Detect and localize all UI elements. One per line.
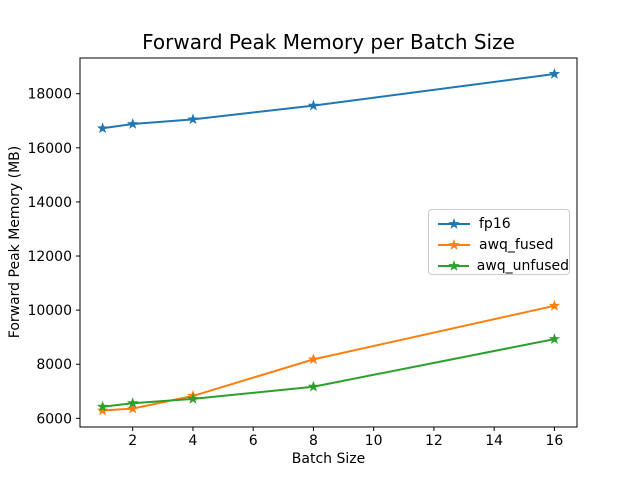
legend-star-fp16 — [448, 217, 460, 229]
legend: fp16 awq_fused awq_unfused — [428, 209, 570, 275]
x-tick-label: 10 — [365, 433, 383, 449]
x-tick-label: 12 — [425, 433, 443, 449]
legend-label: awq_fused — [479, 236, 554, 253]
x-tick-label: 16 — [545, 433, 563, 449]
series-marker-awq_fused — [127, 402, 139, 414]
series-marker-fp16 — [127, 118, 139, 129]
series-marker-awq_unfused — [548, 333, 561, 344]
series-marker-fp16 — [307, 99, 320, 111]
series-marker-awq_unfused — [187, 392, 199, 404]
x-tick-label: 4 — [188, 433, 197, 449]
legend-star-awq_unfused — [448, 259, 460, 271]
y-tick-label: 6000 — [36, 411, 72, 427]
x-tick-label: 8 — [309, 433, 318, 449]
series-marker-fp16 — [187, 113, 199, 125]
x-tick-label: 6 — [249, 433, 258, 449]
legend-label: awq_unfused — [476, 257, 569, 274]
series-marker-fp16 — [548, 68, 561, 79]
legend-label: fp16 — [479, 215, 511, 232]
axes-frame — [79, 57, 578, 428]
y-tick-label: 18000 — [27, 87, 72, 103]
x-tick-label: 2 — [128, 433, 137, 449]
series-marker-awq_fused — [96, 404, 109, 416]
legend-marker-fp16 — [438, 217, 470, 229]
y-tick-label: 8000 — [36, 357, 72, 373]
legend-item-fp16: fp16 — [437, 213, 569, 234]
series-marker-awq_fused — [307, 353, 320, 365]
legend-star-awq_fused — [448, 238, 460, 250]
series-line-awq_fused — [102, 304, 555, 412]
y-tick-label: 10000 — [27, 303, 72, 319]
x-tick-label: 14 — [485, 433, 503, 449]
legend-marker-awq_unfused — [438, 259, 469, 271]
y-axis-label: Forward Peak Memory (MB) — [7, 145, 23, 339]
series-marker-fp16 — [96, 122, 109, 134]
series-marker-awq_unfused — [96, 400, 109, 412]
series-marker-awq_unfused — [307, 380, 320, 392]
legend-item-awq_fused: awq_fused — [437, 234, 569, 255]
legend-item-awq_unfused: awq_unfused — [437, 255, 569, 276]
legend-marker-awq_fused — [438, 238, 470, 250]
x-axis-label: Batch Size — [291, 451, 366, 467]
series-marker-awq_fused — [548, 299, 561, 311]
series-line-fp16 — [102, 73, 555, 130]
y-tick-label: 16000 — [27, 141, 72, 157]
chart-title: Forward Peak Memory per Batch Size — [142, 30, 515, 54]
y-tick-label: 12000 — [27, 249, 72, 265]
series-line-awq_unfused — [102, 338, 555, 408]
y-tick-label: 14000 — [27, 195, 72, 211]
series-marker-awq_unfused — [127, 397, 139, 408]
